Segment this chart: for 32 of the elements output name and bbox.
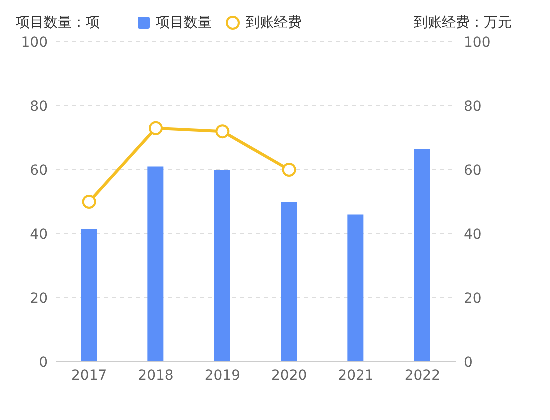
bar	[81, 229, 97, 362]
legend-label: 项目数量	[155, 14, 212, 32]
y-tick-label: 60	[30, 162, 48, 179]
x-tick-label: 2019	[204, 368, 240, 384]
bar	[348, 214, 364, 362]
y-tick-label: 0	[39, 354, 48, 371]
bar	[414, 149, 430, 362]
bar	[281, 202, 297, 362]
y2-tick-label: 80	[464, 98, 482, 115]
x-tick-label: 2018	[138, 368, 174, 384]
point	[149, 121, 163, 136]
y2-tick-label: 40	[464, 226, 482, 243]
bar	[148, 166, 164, 362]
x-tick-label: 2017	[72, 368, 108, 384]
y-tick-label: 80	[30, 98, 48, 115]
y-tick-label: 100	[21, 34, 48, 51]
x-tick-label: 2022	[404, 368, 440, 384]
y2-tick-label: 0	[464, 354, 473, 371]
y2-tick-label: 60	[464, 162, 482, 179]
legend-label: 到账经费	[245, 14, 302, 32]
y2-tick-label: 100	[464, 34, 491, 51]
point	[216, 124, 230, 139]
y2-tick-label: 20	[464, 290, 482, 307]
x-tick-label: 2020	[272, 368, 308, 384]
y-tick-label: 40	[30, 226, 48, 243]
y-tick-label: 20	[30, 290, 48, 307]
point	[282, 163, 296, 177]
bar	[214, 170, 230, 362]
y2-axis-title: 到账经费：万元	[414, 14, 512, 32]
point	[82, 195, 96, 209]
x-tick-label: 2021	[338, 368, 374, 384]
y-axis-title: 项目数量：项	[16, 14, 100, 32]
